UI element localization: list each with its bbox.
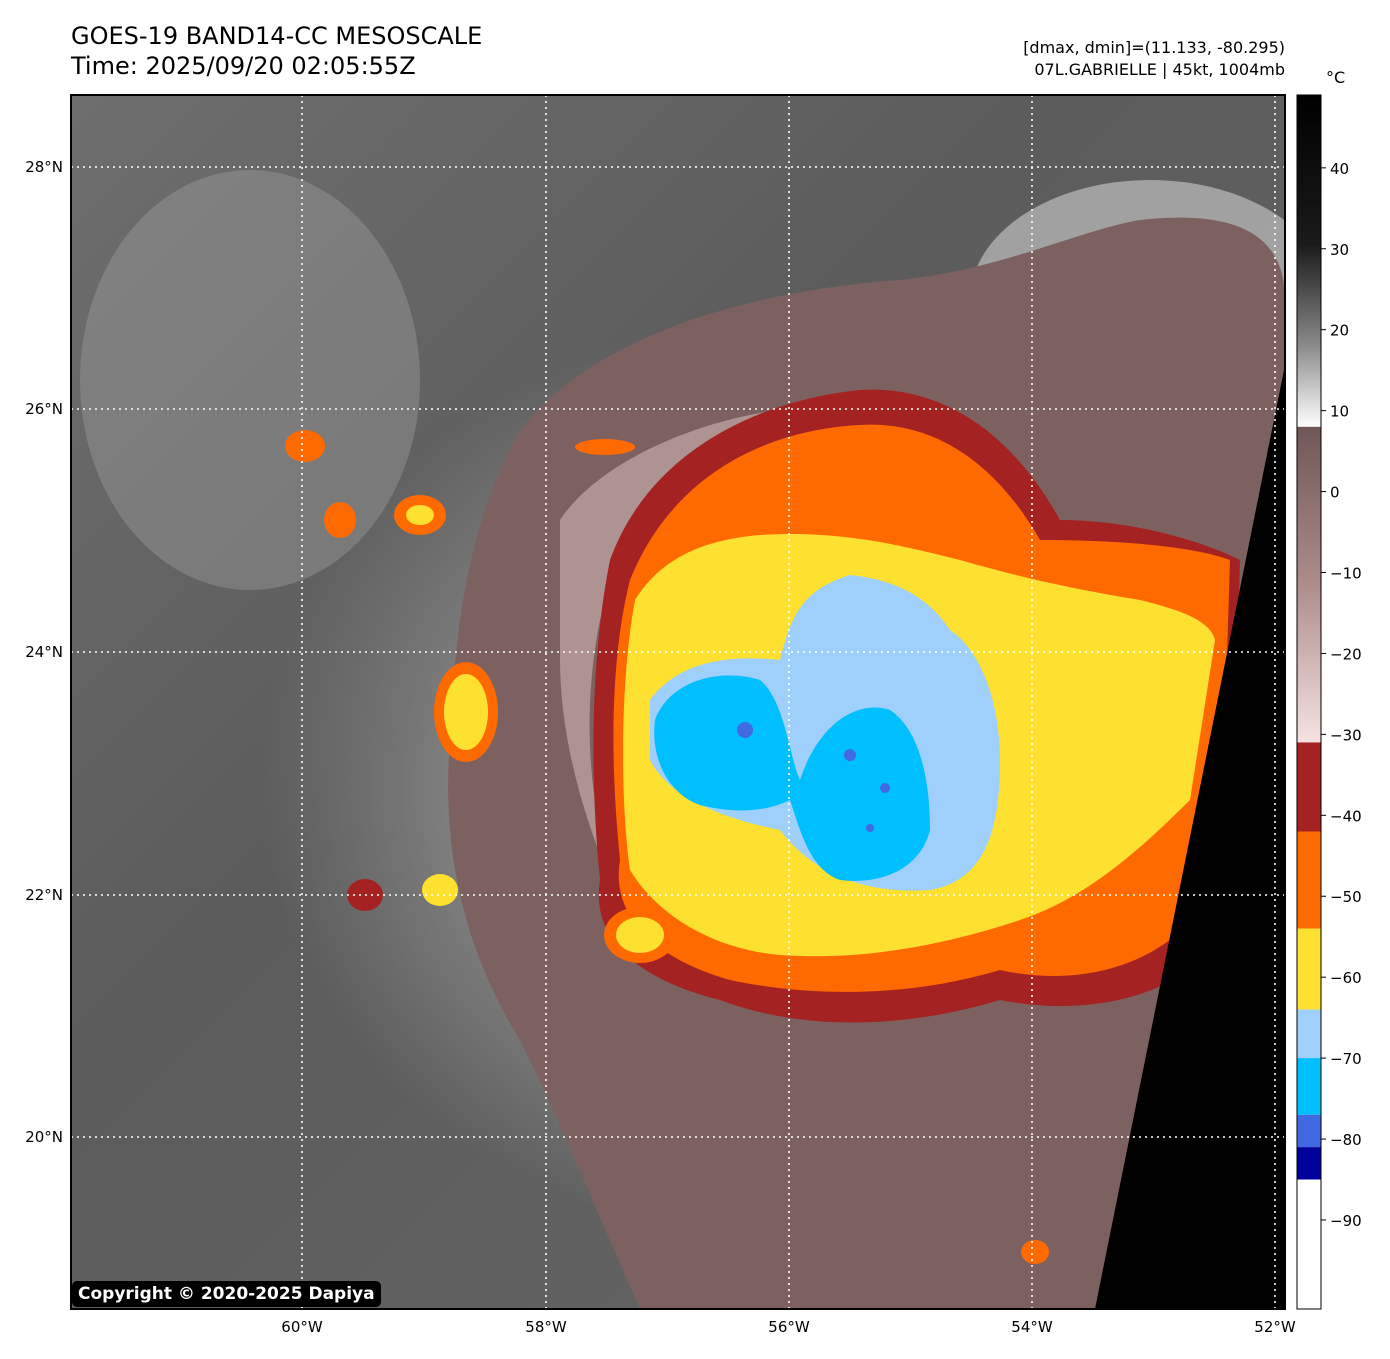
convective-cell — [1021, 1240, 1049, 1264]
colorbar-tick-label: −90 — [1330, 1212, 1362, 1230]
cloud-haze-nw — [80, 170, 420, 590]
colorbar-tick-label: 10 — [1330, 403, 1349, 421]
coldest-spot — [737, 722, 753, 738]
lat-label: 22°N — [25, 886, 63, 904]
lat-label: 28°N — [25, 158, 63, 176]
satellite-imagery — [71, 95, 1285, 1309]
colorbar-band — [1297, 1179, 1321, 1309]
lon-label: 52°W — [1254, 1318, 1296, 1336]
colorbar-band — [1297, 95, 1321, 427]
lat-label: 24°N — [25, 643, 63, 661]
graticule — [71, 95, 1285, 1309]
coldest-spot — [880, 783, 890, 793]
cloud-tops-deep-blue — [654, 675, 930, 881]
colorbar-tick-label: 40 — [1330, 160, 1349, 178]
map-frame — [70, 94, 1286, 1310]
colorbar-tick-label: −30 — [1330, 726, 1362, 744]
colorbar-tick-label: −10 — [1330, 565, 1362, 583]
colorbar-tick-label: −60 — [1330, 969, 1362, 987]
coldest-spot — [866, 824, 874, 832]
temperature-range: [dmax, dmin]=(11.133, -80.295) — [1023, 38, 1285, 57]
colorbar-tick-label: 20 — [1330, 322, 1349, 340]
colorbar-band — [1297, 1114, 1321, 1148]
lon-label: 54°W — [1011, 1318, 1053, 1336]
convective-cell — [285, 430, 325, 462]
convective-cell — [575, 439, 635, 455]
colorbar-tick-label: 0 — [1330, 484, 1340, 502]
product-title: GOES-19 BAND14-CC MESOSCALE — [71, 22, 483, 50]
lat-label: 20°N — [25, 1128, 63, 1146]
lon-label: 60°W — [281, 1318, 323, 1336]
colorbar-band — [1297, 928, 1321, 1010]
lat-label: 26°N — [25, 400, 63, 418]
lon-label: 58°W — [525, 1318, 567, 1336]
convective-cell — [406, 505, 434, 525]
longitude-labels: 60°W 58°W 56°W 54°W 52°W — [281, 1318, 1296, 1336]
colorbar-tick-label: −20 — [1330, 645, 1362, 663]
colorbar-tick-label: 30 — [1330, 241, 1349, 259]
colorbar-tick-label: −80 — [1330, 1131, 1362, 1149]
observation-time: Time: 2025/09/20 02:05:55Z — [71, 52, 416, 80]
colorbar-unit: °C — [1326, 68, 1346, 87]
copyright-badge: Copyright © 2020-2025 Dapiya — [72, 1281, 381, 1307]
no-data-region — [1095, 365, 1285, 1309]
colorbar-tick-label: −50 — [1330, 888, 1362, 906]
latitude-labels: 28°N 26°N 24°N 22°N 20°N — [25, 158, 63, 1146]
lon-label: 56°W — [768, 1318, 810, 1336]
colorbar-band — [1297, 1009, 1321, 1059]
convective-cell — [616, 917, 664, 953]
colorbar: 40 30 20 10 0 −10 −20 −30 −40 −50 −60 −70 −80 −90 — [1296, 94, 1362, 1310]
colorbar-frame — [1296, 94, 1322, 1310]
convective-cell — [444, 674, 488, 750]
colorbar-band — [1297, 742, 1321, 832]
convective-cell — [422, 874, 458, 906]
colorbar-tick-label: −70 — [1330, 1050, 1362, 1068]
colorbar-band — [1297, 1147, 1321, 1180]
colorbar-band — [1297, 831, 1321, 929]
colorbar-tick-label: −40 — [1330, 807, 1362, 825]
colorbar-band — [1297, 1058, 1321, 1115]
coldest-spot — [844, 749, 856, 761]
colorbar-band — [1297, 426, 1321, 743]
convective-cell — [324, 502, 356, 538]
cloud-shield-pink — [560, 410, 780, 900]
storm-info: 07L.GABRIELLE | 45kt, 1004mb — [1034, 60, 1285, 79]
